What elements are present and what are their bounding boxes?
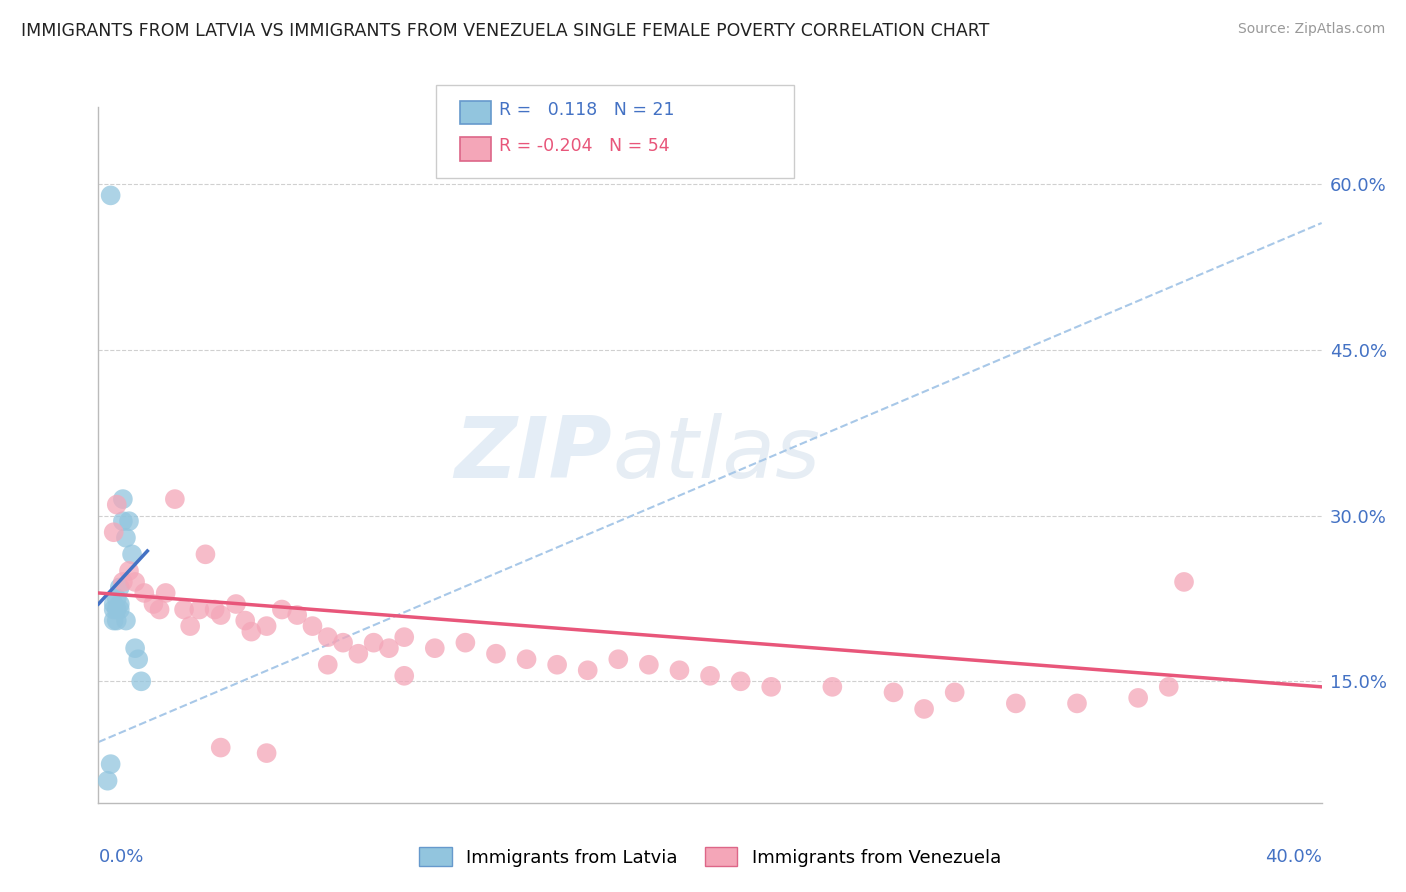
Point <box>204 602 226 616</box>
Point <box>209 740 232 755</box>
Point <box>1157 680 1180 694</box>
Point <box>124 641 146 656</box>
Point <box>363 635 385 649</box>
Point <box>730 674 752 689</box>
Point <box>111 492 134 507</box>
Text: ZIP: ZIP <box>454 413 612 497</box>
Point <box>378 641 401 656</box>
Point <box>759 680 782 694</box>
Point <box>1173 574 1195 589</box>
Point <box>142 597 165 611</box>
Point <box>155 586 177 600</box>
Point <box>134 586 156 600</box>
Point <box>173 602 195 616</box>
Point <box>883 685 905 699</box>
Point <box>546 657 568 672</box>
Point <box>1128 690 1150 705</box>
Point <box>209 608 232 623</box>
Point <box>163 492 186 507</box>
Point <box>454 635 477 649</box>
Point <box>392 630 416 644</box>
Point <box>124 574 146 589</box>
Point <box>256 619 278 633</box>
Legend: Immigrants from Latvia, Immigrants from Venezuela: Immigrants from Latvia, Immigrants from … <box>412 840 1008 874</box>
Point <box>105 602 128 616</box>
Point <box>912 702 935 716</box>
Point <box>316 657 339 672</box>
Point <box>347 647 370 661</box>
Text: 0.0%: 0.0% <box>98 848 143 866</box>
Point <box>115 531 138 545</box>
Point <box>194 547 217 561</box>
Point <box>240 624 263 639</box>
Point <box>485 647 508 661</box>
Point <box>225 597 247 611</box>
Point <box>149 602 172 616</box>
Point <box>285 608 308 623</box>
Point <box>103 614 125 628</box>
Point <box>105 591 128 606</box>
Point <box>121 547 143 561</box>
Point <box>301 619 323 633</box>
Text: atlas: atlas <box>612 413 820 497</box>
Point <box>607 652 630 666</box>
Point <box>111 574 134 589</box>
Point <box>97 773 120 788</box>
Point <box>108 597 131 611</box>
Point <box>127 652 149 666</box>
Text: IMMIGRANTS FROM LATVIA VS IMMIGRANTS FROM VENEZUELA SINGLE FEMALE POVERTY CORREL: IMMIGRANTS FROM LATVIA VS IMMIGRANTS FRO… <box>21 22 990 40</box>
Point <box>233 614 256 628</box>
Point <box>103 602 125 616</box>
Text: R =   0.118   N = 21: R = 0.118 N = 21 <box>499 101 675 119</box>
Point <box>316 630 339 644</box>
Point <box>100 757 122 772</box>
Point <box>943 685 966 699</box>
Point <box>1066 697 1088 711</box>
Point <box>256 746 278 760</box>
Point <box>392 669 416 683</box>
Point <box>516 652 538 666</box>
Point <box>129 674 152 689</box>
Point <box>179 619 201 633</box>
Point <box>270 602 292 616</box>
Point <box>1004 697 1026 711</box>
Text: 40.0%: 40.0% <box>1265 848 1322 866</box>
Point <box>108 602 131 616</box>
Point <box>821 680 844 694</box>
Point <box>103 597 125 611</box>
Point <box>118 514 141 528</box>
Point <box>105 614 128 628</box>
Point <box>576 663 599 677</box>
Point <box>332 635 354 649</box>
Point <box>108 581 131 595</box>
Point <box>103 525 125 540</box>
Text: Source: ZipAtlas.com: Source: ZipAtlas.com <box>1237 22 1385 37</box>
Text: R = -0.204   N = 54: R = -0.204 N = 54 <box>499 137 669 155</box>
Point <box>699 669 721 683</box>
Point <box>115 614 138 628</box>
Point <box>423 641 446 656</box>
Point <box>188 602 211 616</box>
Point <box>105 498 128 512</box>
Point <box>668 663 690 677</box>
Point <box>118 564 141 578</box>
Point <box>100 188 122 202</box>
Point <box>637 657 661 672</box>
Point <box>111 514 134 528</box>
